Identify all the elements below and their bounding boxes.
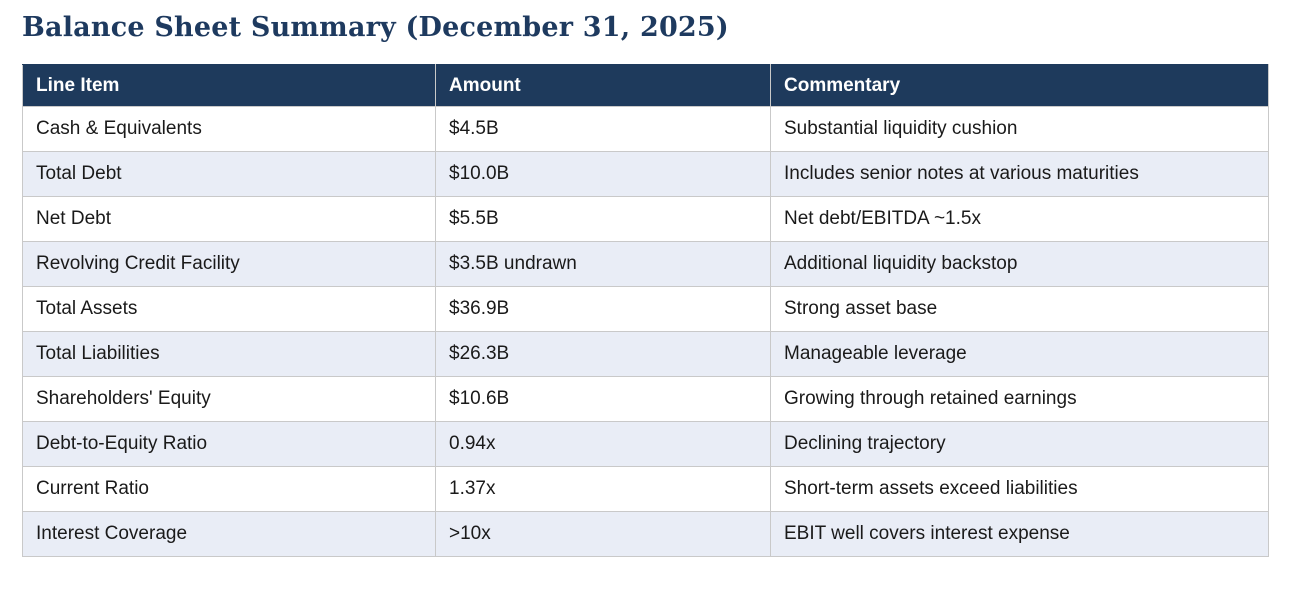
cell-amount: $10.6B	[435, 376, 771, 423]
column-header-line-item: Line Item	[22, 64, 436, 108]
cell-amount: $36.9B	[435, 286, 771, 333]
table-header: Line Item Amount Commentary	[22, 64, 1269, 108]
cell-line-item: Total Assets	[22, 286, 436, 333]
cell-commentary: Growing through retained earnings	[770, 376, 1269, 423]
table-row: Shareholders' Equity $10.6B Growing throug…	[22, 376, 1269, 423]
cell-amount: $5.5B	[435, 196, 771, 243]
cell-amount: >10x	[435, 511, 771, 558]
table-header-row: Line Item Amount Commentary	[22, 64, 1269, 108]
cell-amount: 1.37x	[435, 466, 771, 513]
cell-amount: $3.5B undrawn	[435, 241, 771, 288]
page: Balance Sheet Summary (December 31, 2025…	[22, 12, 1269, 558]
table-row: Cash & Equivalents $4.5B Substantial liqui…	[22, 106, 1269, 153]
cell-amount: $10.0B	[435, 151, 771, 198]
cell-line-item: Total Debt	[22, 151, 436, 198]
table-row: Net Debt $5.5B Net debt/EBITDA ~1.5x	[22, 196, 1269, 243]
cell-commentary: Net debt/EBITDA ~1.5x	[770, 196, 1269, 243]
cell-commentary: Includes senior notes at various maturit…	[770, 151, 1269, 198]
page-title: Balance Sheet Summary (December 31, 2025…	[22, 12, 729, 43]
cell-line-item: Interest Coverage	[22, 511, 436, 558]
cell-line-item: Net Debt	[22, 196, 436, 243]
cell-commentary: Substantial liquidity cushion	[770, 106, 1269, 153]
table-row: Debt-to-Equity Ratio 0.94x Declining traje…	[22, 421, 1269, 468]
table-row: Revolving Credit Facility $3.5B undrawn Ad…	[22, 241, 1269, 288]
cell-line-item: Shareholders' Equity	[22, 376, 436, 423]
cell-commentary: Strong asset base	[770, 286, 1269, 333]
cell-line-item: Revolving Credit Facility	[22, 241, 436, 288]
cell-commentary: Additional liquidity backstop	[770, 241, 1269, 288]
cell-line-item: Current Ratio	[22, 466, 436, 513]
cell-commentary: EBIT well covers interest expense	[770, 511, 1269, 558]
cell-line-item: Debt-to-Equity Ratio	[22, 421, 436, 468]
cell-amount: 0.94x	[435, 421, 771, 468]
column-header-amount: Amount	[435, 64, 771, 108]
table-row: Total Debt $10.0B Includes senior notes at…	[22, 151, 1269, 198]
table-row: Current Ratio 1.37x Short-term assets exce…	[22, 466, 1269, 513]
cell-commentary: Manageable leverage	[770, 331, 1269, 378]
cell-line-item: Total Liabilities	[22, 331, 436, 378]
cell-line-item: Cash & Equivalents	[22, 106, 436, 153]
column-header-commentary: Commentary	[770, 64, 1269, 108]
table-row: Interest Coverage >10x EBIT well covers in…	[22, 511, 1269, 558]
table-row: Total Assets $36.9B Strong asset base	[22, 286, 1269, 333]
cell-commentary: Declining trajectory	[770, 421, 1269, 468]
table-body: Cash & Equivalents $4.5B Substantial liqui…	[22, 106, 1269, 558]
cell-amount: $4.5B	[435, 106, 771, 153]
balance-sheet-table: Line Item Amount Commentary Cash & Equiv…	[22, 64, 1269, 558]
cell-commentary: Short-term assets exceed liabilities	[770, 466, 1269, 513]
cell-amount: $26.3B	[435, 331, 771, 378]
table-row: Total Liabilities $26.3B Manageable levera…	[22, 331, 1269, 378]
